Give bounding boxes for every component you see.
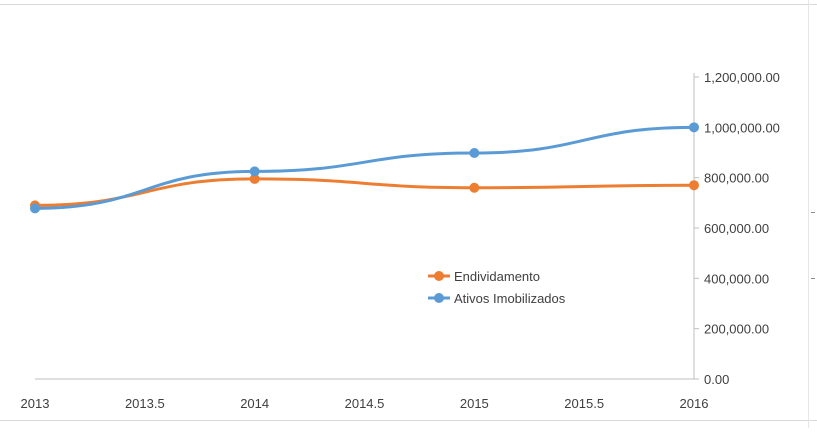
- chart-top-border: [0, 4, 817, 5]
- y-tick-label: 800,000.00: [704, 171, 769, 186]
- edge-tick-mark: [811, 278, 815, 279]
- x-tick-label: 2015.5: [564, 396, 604, 411]
- y-tick-label: 0.00: [704, 372, 729, 387]
- data-point-marker: [689, 122, 699, 133]
- chart-bottom-border: [0, 420, 817, 421]
- legend-marker: [434, 271, 444, 281]
- x-tick-label: 2013: [21, 396, 50, 411]
- data-point-marker: [469, 148, 480, 159]
- chart-right-border: [808, 0, 809, 428]
- legend-label: Ativos Imobilizados: [454, 291, 566, 306]
- axes: [35, 73, 699, 380]
- series-line: [33, 177, 696, 207]
- x-tick-label: 2013.5: [125, 396, 165, 411]
- data-point-marker: [689, 180, 699, 191]
- legend-label: Endividamento: [454, 269, 540, 284]
- series-layer: [30, 122, 699, 214]
- data-point-marker: [249, 166, 260, 177]
- y-tick-label: 600,000.00: [704, 221, 769, 236]
- x-tick-label: 2014: [240, 396, 269, 411]
- y-tick-label: 1,000,000.00: [704, 120, 780, 135]
- legend-marker: [434, 293, 444, 303]
- x-tick-label: 2014.5: [345, 396, 385, 411]
- x-tick-label: 2015: [460, 396, 489, 411]
- data-point-marker: [469, 182, 480, 193]
- edge-tick-mark: [811, 212, 815, 213]
- tick-labels: 0.00 200,000.00 400,000.00 600,000.00 800,00…: [21, 70, 780, 411]
- y-tick-label: 1,200,000.00: [704, 70, 780, 85]
- y-tick-label: 200,000.00: [704, 322, 769, 337]
- series-line: [33, 125, 696, 210]
- y-tick-label: 400,000.00: [704, 271, 769, 286]
- data-point-marker: [249, 173, 260, 184]
- data-point-marker: [30, 203, 40, 214]
- legend: Endividamento Ativos Imobilizados: [428, 269, 566, 306]
- x-tick-label: 2016: [680, 396, 709, 411]
